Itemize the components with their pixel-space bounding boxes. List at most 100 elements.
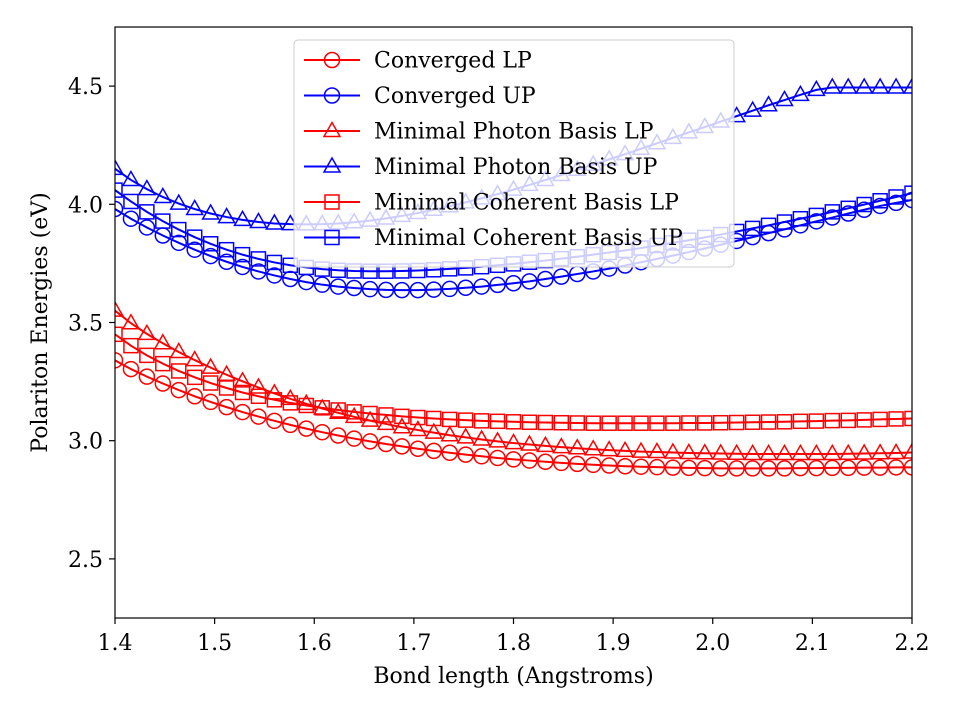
legend-label: Converged LP <box>374 49 532 74</box>
data-point <box>759 443 778 461</box>
legend-marker <box>323 51 341 69</box>
data-point <box>186 369 203 386</box>
data-point <box>234 246 251 263</box>
data-point <box>904 410 912 427</box>
series-4 <box>115 326 912 431</box>
data-point <box>792 459 809 477</box>
data-point <box>904 185 912 201</box>
data-point <box>584 456 602 474</box>
data-point <box>249 212 268 229</box>
data-point <box>393 281 411 299</box>
data-point <box>504 433 523 450</box>
y-tick-label: 3.0 <box>68 430 103 455</box>
data-point <box>425 442 443 460</box>
data-point <box>824 204 841 220</box>
data-point <box>743 100 762 117</box>
data-point <box>250 251 267 267</box>
data-point <box>902 442 912 459</box>
data-point <box>649 415 665 431</box>
data-point <box>115 352 124 369</box>
data-point <box>424 422 444 439</box>
y-tick-label: 4.0 <box>68 193 103 218</box>
data-point <box>839 459 857 477</box>
data-point <box>679 442 699 460</box>
data-point <box>838 443 858 460</box>
data-point <box>441 411 458 428</box>
data-point <box>488 431 507 448</box>
series-line-1 <box>115 199 912 292</box>
data-point <box>171 221 187 238</box>
data-point <box>266 254 283 271</box>
data-point <box>282 395 299 411</box>
x-tick-label: 2.1 <box>795 631 830 656</box>
data-point <box>521 273 538 290</box>
data-point <box>583 439 603 456</box>
data-point <box>775 443 794 461</box>
data-point <box>155 355 171 372</box>
legend-entry-4: Minimal Coherent Basis LP <box>304 191 679 216</box>
data-point <box>409 440 427 457</box>
x-tick-label: 1.4 <box>98 631 133 656</box>
data-point <box>394 408 410 425</box>
y-axis-label: Polariton Energies (eV) <box>28 192 53 452</box>
data-point <box>631 441 651 458</box>
data-point <box>121 169 141 187</box>
data-point <box>345 430 363 447</box>
data-point <box>903 459 912 476</box>
data-point <box>855 459 873 476</box>
data-point <box>185 199 204 216</box>
data-point <box>792 413 809 430</box>
data-point <box>122 210 140 227</box>
data-point <box>296 393 316 411</box>
data-point <box>505 275 522 292</box>
data-point <box>186 229 203 245</box>
data-point <box>377 435 395 453</box>
data-point <box>171 363 187 379</box>
x-axis-label: Bond length (Angstroms) <box>373 664 653 689</box>
data-point <box>186 388 203 405</box>
data-point <box>201 203 220 220</box>
y-tick-label: 2.5 <box>68 548 103 573</box>
legend-label: Minimal Photon Basis UP <box>374 155 658 180</box>
data-point <box>473 413 490 429</box>
data-point <box>425 281 443 298</box>
data-point <box>472 429 491 446</box>
data-point <box>298 420 315 437</box>
data-point <box>807 443 826 461</box>
data-point <box>218 253 235 270</box>
data-point <box>115 158 125 176</box>
data-point <box>696 459 714 477</box>
data-point <box>344 406 364 424</box>
data-point <box>872 193 888 209</box>
data-point <box>600 457 618 474</box>
data-point <box>441 444 458 462</box>
data-point <box>537 414 554 431</box>
data-point <box>362 405 378 422</box>
data-point <box>360 410 380 427</box>
data-point <box>791 443 810 461</box>
data-point <box>854 77 874 94</box>
data-point <box>489 449 506 467</box>
data-point <box>250 263 267 280</box>
data-point <box>856 412 872 428</box>
y-tick-label: 3.5 <box>68 312 103 337</box>
data-point <box>170 234 188 252</box>
data-point <box>155 213 171 229</box>
data-point <box>775 90 794 107</box>
legend: Converged LP Converged UP Minimal Photon B… <box>293 39 735 268</box>
x-tick-label: 1.5 <box>197 631 232 656</box>
data-point <box>377 281 395 299</box>
data-point <box>153 333 173 350</box>
data-point <box>115 326 123 343</box>
data-point <box>313 276 331 293</box>
data-point <box>138 219 156 236</box>
data-point <box>392 417 412 434</box>
data-point <box>282 270 299 288</box>
data-point <box>137 179 157 196</box>
axis-layer: 1.4 1.5 1.6 1.7 1.8 1.9 2.0 2.1 2.2 2.5 3.0 3.5 4.0 4… <box>68 75 930 656</box>
data-point <box>728 414 745 431</box>
data-point <box>473 448 490 465</box>
data-point <box>489 276 506 294</box>
data-point <box>632 458 650 475</box>
x-tick-label: 2.0 <box>695 631 730 656</box>
